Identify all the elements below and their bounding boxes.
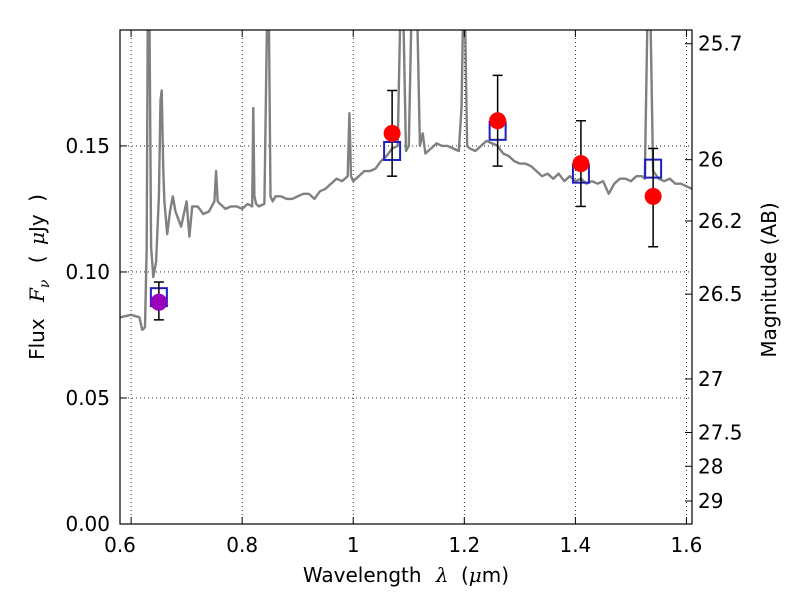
x-axis-label-prefix: Wavelength	[303, 563, 422, 587]
x-tick-label: 1.6	[671, 533, 703, 557]
y2-tick-label: 29	[698, 489, 723, 513]
x-tick-label: 1.2	[448, 533, 480, 557]
y2-tick-label: 26.5	[698, 282, 743, 306]
marker-layer	[149, 74, 663, 321]
y-axis-label-unit-mu: μ	[25, 232, 49, 245]
y2-tick-label: 27.5	[698, 420, 743, 444]
x-axis-label-unit-open: (	[461, 563, 469, 587]
plot-frame	[119, 29, 693, 525]
y-axis-label-subscript: ν	[37, 279, 53, 288]
y-axis-label-unit-open: (	[25, 255, 49, 263]
y2-tick-label: 26.2	[698, 209, 743, 233]
tick-layer: 0.8 1 1.2 1.4 1.6 0.60.00 0.05 0.10 0.15 25.7 26 26…	[65, 30, 743, 557]
y-axis-label-symbol: F	[25, 287, 49, 303]
y-tick-label: 0.10	[65, 260, 110, 284]
circle-marker	[644, 187, 662, 205]
y2-tick-label: 26	[698, 148, 723, 172]
plot-layer	[120, 30, 692, 332]
circle-marker	[572, 155, 590, 173]
y-axis-label-unit-rest: Jy	[25, 214, 49, 234]
y-tick-label: 0.05	[65, 386, 110, 410]
y-tick-label: 0.15	[65, 134, 110, 158]
y2-tick-label: 27	[698, 367, 723, 391]
y2-tick-label: 25.7	[698, 32, 743, 56]
circle-marker	[150, 293, 168, 311]
x-tick-label: 1	[347, 533, 360, 557]
x-axis-label-unit-rest: m)	[482, 563, 509, 587]
x-axis-label-unit-mu: μ	[469, 563, 482, 587]
y-tick-label: 0.00	[65, 512, 110, 536]
circle-marker	[489, 112, 507, 130]
y-axis-label-unit-close: )	[25, 194, 49, 202]
y-axis-label: Flux Fν ( μJy )	[25, 194, 54, 360]
y-axis-label-prefix: Flux	[25, 318, 49, 360]
x-tick-label: 0.8	[226, 533, 258, 557]
x-tick-label: 0.6	[104, 533, 136, 557]
x-axis-label: Wavelength λ (μm)	[303, 563, 509, 587]
sed-model-line	[120, 30, 692, 332]
y2-axis-label: Magnitude (AB)	[757, 202, 781, 357]
y2-tick-label: 28	[698, 454, 723, 478]
x-tick-label: 1.4	[559, 533, 591, 557]
circle-marker	[383, 124, 401, 142]
x-axis-label-symbol: λ	[435, 563, 449, 587]
